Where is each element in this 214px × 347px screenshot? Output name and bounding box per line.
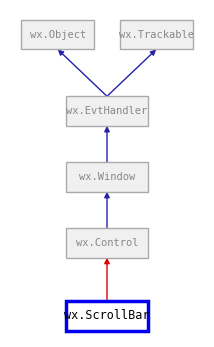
- FancyBboxPatch shape: [66, 96, 148, 126]
- Text: wx.Control: wx.Control: [76, 238, 138, 248]
- FancyBboxPatch shape: [21, 20, 94, 50]
- FancyBboxPatch shape: [120, 20, 193, 50]
- Text: wx.EvtHandler: wx.EvtHandler: [66, 106, 148, 116]
- FancyBboxPatch shape: [66, 162, 148, 192]
- Text: wx.Trackable: wx.Trackable: [119, 30, 194, 40]
- FancyBboxPatch shape: [66, 301, 148, 330]
- Text: wx.ScrollBar: wx.ScrollBar: [64, 309, 150, 322]
- Text: wx.Object: wx.Object: [30, 30, 86, 40]
- Text: wx.Window: wx.Window: [79, 172, 135, 182]
- FancyBboxPatch shape: [66, 228, 148, 257]
